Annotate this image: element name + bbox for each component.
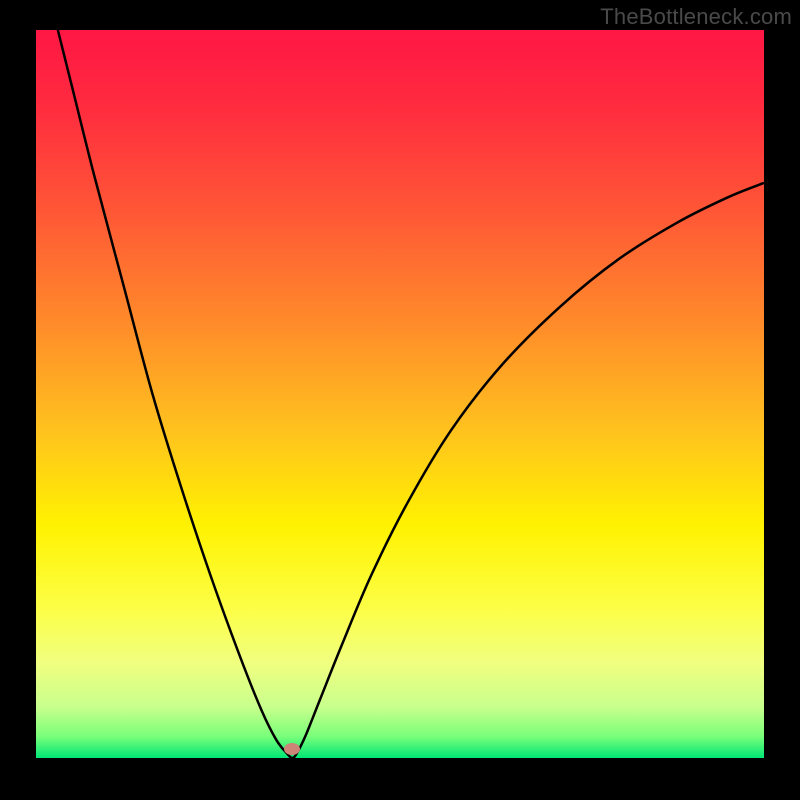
watermark-text: TheBottleneck.com	[600, 4, 792, 30]
plot-area	[36, 30, 764, 758]
bottleneck-curve	[36, 30, 764, 758]
minimum-marker	[284, 743, 300, 755]
curve-path	[58, 30, 764, 758]
